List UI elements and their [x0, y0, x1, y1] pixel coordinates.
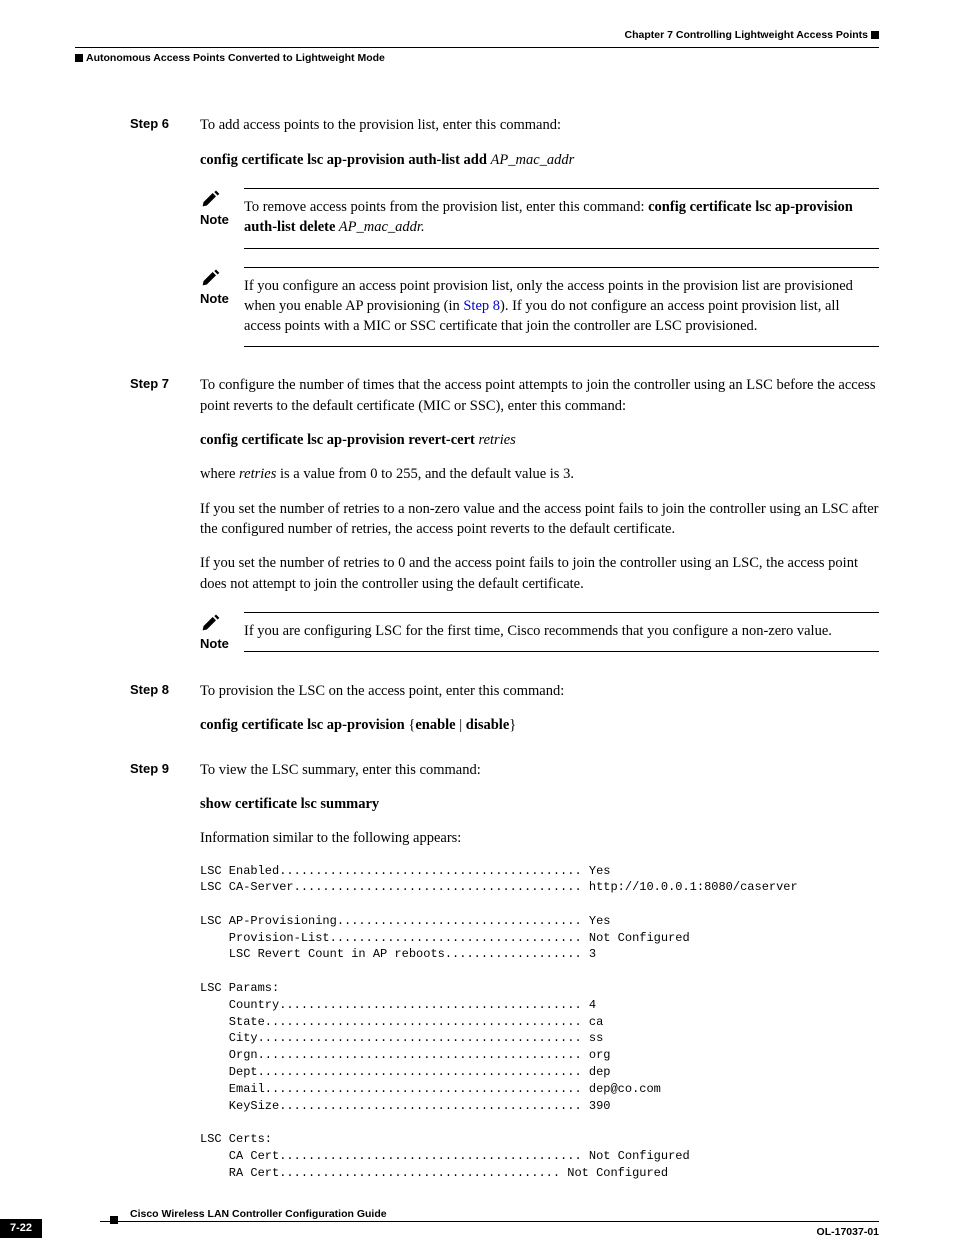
- command-output: LSC Enabled.............................…: [200, 863, 879, 1182]
- note-label: Note: [200, 635, 232, 653]
- header-chapter: Chapter 7 Controlling Lightweight Access…: [75, 28, 879, 43]
- step8-command: config certificate lsc ap-provision {ena…: [200, 715, 879, 735]
- page-container: Chapter 7 Controlling Lightweight Access…: [0, 0, 954, 1235]
- note-text: To remove access points from the provisi…: [244, 199, 648, 215]
- step7-where: where retries is a value from 0 to 255, …: [200, 464, 879, 484]
- step-body: To provision the LSC on the access point…: [200, 681, 879, 750]
- step8-link[interactable]: Step 8: [463, 298, 500, 314]
- footer-square-icon: [110, 1216, 118, 1224]
- footer-rule: [100, 1221, 879, 1222]
- note-icon-col: Note: [200, 612, 232, 653]
- command-text: config certificate lsc ap-provision reve…: [200, 432, 475, 448]
- command-arg: AP_mac_addr: [491, 152, 575, 168]
- step9-intro: To view the LSC summary, enter this comm…: [200, 760, 879, 780]
- note-text: If you are configuring LSC for the first…: [244, 621, 879, 641]
- step8-intro: To provision the LSC on the access point…: [200, 681, 879, 701]
- step9-command: show certificate lsc summary: [200, 794, 879, 814]
- step7-para2: If you set the number of retries to 0 an…: [200, 553, 879, 594]
- command-text: config certificate lsc ap-provision: [200, 717, 405, 733]
- step7-para1: If you set the number of retries to a no…: [200, 499, 879, 540]
- step-label: Step 6: [130, 115, 200, 365]
- pencil-icon: [200, 188, 222, 208]
- step-label: Step 8: [130, 681, 200, 750]
- step6-intro: To add access points to the provision li…: [200, 115, 879, 135]
- note-block: Note If you are configuring LSC for the …: [200, 612, 879, 653]
- step-block: Step 9 To view the LSC summary, enter th…: [130, 760, 879, 1182]
- note-block: Note To remove access points from the pr…: [200, 188, 879, 249]
- step-label: Step 7: [130, 375, 200, 671]
- note-body: To remove access points from the provisi…: [244, 188, 879, 249]
- note-icon-col: Note: [200, 188, 232, 229]
- header-square-icon: [871, 31, 879, 39]
- note-icon-col: Note: [200, 267, 232, 308]
- main-content: Step 6 To add access points to the provi…: [130, 115, 879, 1181]
- command-text: show certificate lsc summary: [200, 796, 379, 812]
- note-body: If you configure an access point provisi…: [244, 267, 879, 348]
- step9-similar: Information similar to the following app…: [200, 828, 879, 848]
- pencil-icon: [200, 267, 222, 287]
- step-body: To configure the number of times that th…: [200, 375, 879, 671]
- note-body: If you are configuring LSC for the first…: [244, 612, 879, 652]
- step6-command: config certificate lsc ap-provision auth…: [200, 150, 879, 170]
- header-square-icon: [75, 54, 83, 62]
- step7-intro: To configure the number of times that th…: [200, 375, 879, 416]
- note-arg: AP_mac_addr.: [335, 219, 424, 235]
- note-block: Note If you configure an access point pr…: [200, 267, 879, 348]
- step-block: Step 6 To add access points to the provi…: [130, 115, 879, 365]
- header-breadcrumb: Autonomous Access Points Converted to Li…: [75, 51, 879, 66]
- step7-command: config certificate lsc ap-provision reve…: [200, 430, 879, 450]
- footer-doc-id: OL-17037-01: [817, 1225, 879, 1240]
- note-label: Note: [200, 211, 232, 229]
- footer-guide-title: Cisco Wireless LAN Controller Configurat…: [130, 1207, 387, 1222]
- step-block: Step 7 To configure the number of times …: [130, 375, 879, 671]
- command-text: config certificate lsc ap-provision auth…: [200, 152, 487, 168]
- step-body: To add access points to the provision li…: [200, 115, 879, 365]
- header-rule: [75, 47, 879, 48]
- command-arg: retries: [478, 432, 515, 448]
- page-number: 7-22: [0, 1219, 42, 1238]
- step-label: Step 9: [130, 760, 200, 1182]
- pencil-icon: [200, 612, 222, 632]
- note-label: Note: [200, 290, 232, 308]
- page-header: Chapter 7 Controlling Lightweight Access…: [75, 28, 879, 65]
- step-body: To view the LSC summary, enter this comm…: [200, 760, 879, 1182]
- step-block: Step 8 To provision the LSC on the acces…: [130, 681, 879, 750]
